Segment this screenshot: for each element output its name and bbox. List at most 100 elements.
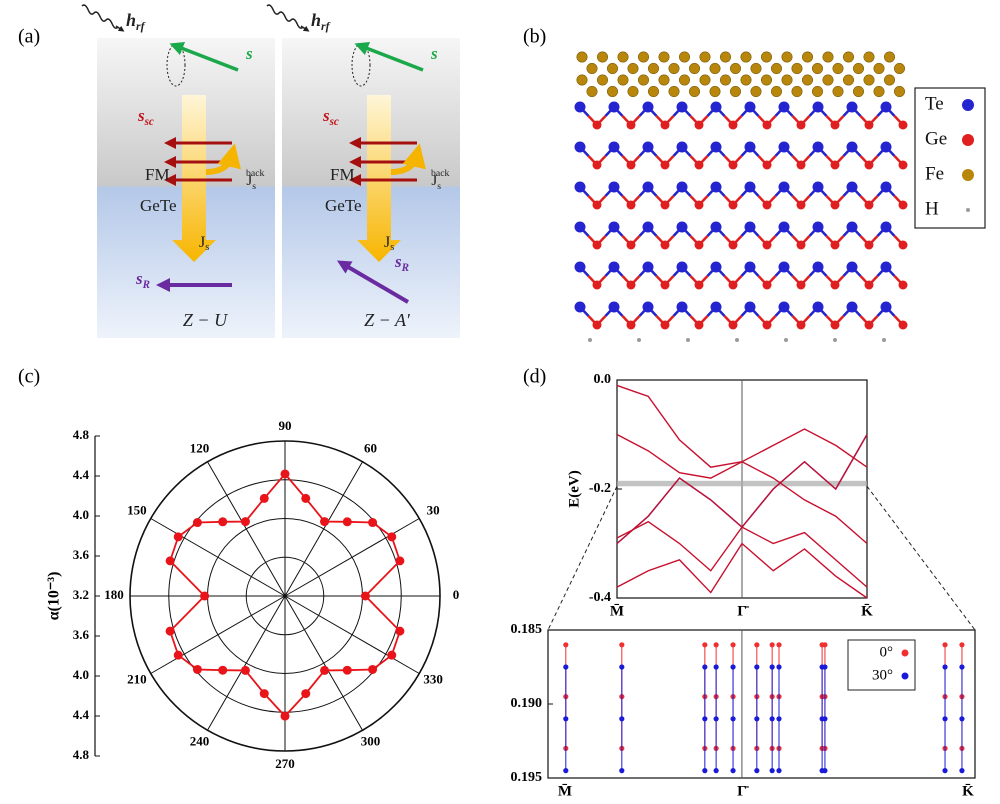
fe-atom	[709, 62, 721, 74]
polar-point	[218, 665, 228, 675]
ge-atom	[898, 320, 908, 330]
band-point	[769, 768, 775, 774]
te-atom	[812, 221, 824, 233]
fe-atom	[627, 86, 639, 98]
te-atom	[608, 101, 620, 113]
te-atom	[710, 261, 722, 273]
te-atom	[608, 221, 620, 233]
angle-grid	[284, 595, 420, 674]
h-atom	[588, 338, 592, 342]
fe-atom	[699, 51, 711, 63]
band-point	[563, 768, 569, 774]
h-atom	[637, 338, 641, 342]
legend-swatch	[966, 208, 970, 212]
spin-arrow	[354, 41, 424, 72]
ge-atom	[728, 200, 738, 210]
j-back-label: Js back	[431, 168, 450, 192]
fe-atom	[709, 86, 721, 98]
legend-label: Ge	[925, 128, 947, 149]
fe-atom	[791, 62, 803, 74]
band-point	[619, 716, 625, 722]
band-point	[713, 642, 719, 648]
polar-point	[192, 664, 202, 674]
fe-atom	[863, 51, 875, 63]
ge-atom	[830, 160, 840, 170]
band-point	[619, 642, 625, 648]
ge-atom	[864, 240, 874, 250]
s-r-label-main: s	[394, 252, 402, 271]
te-atom	[778, 181, 790, 193]
fe-atom	[617, 51, 629, 63]
polar-point	[192, 518, 202, 528]
fe-atom	[873, 62, 885, 74]
band-point	[822, 716, 828, 722]
fe-atom	[699, 74, 711, 86]
ge-atom	[694, 200, 704, 210]
te-atom	[880, 141, 892, 153]
polar-point	[165, 556, 175, 566]
band-point	[754, 642, 760, 648]
j-back-label-sub: s	[437, 181, 441, 192]
te-atom	[778, 261, 790, 273]
band-point	[563, 664, 569, 670]
polar-point	[240, 665, 250, 675]
x-tick-label: M̄	[610, 603, 624, 619]
te-atom	[710, 141, 722, 153]
legend-swatch	[901, 672, 909, 680]
fe-atom	[586, 86, 598, 98]
band	[616, 433, 868, 545]
ge-atom	[898, 120, 908, 130]
fe-atom	[729, 62, 741, 74]
legend-label: 0°	[880, 644, 894, 660]
s-r-label-sub: R	[401, 262, 409, 274]
j-s-label: Js	[199, 234, 209, 254]
angle-label: 0	[453, 587, 460, 602]
ge-atom	[592, 280, 602, 290]
band-point	[776, 642, 782, 648]
h-atom	[686, 338, 690, 342]
fe-atom	[647, 62, 659, 74]
te-atom	[846, 221, 858, 233]
te-atom	[812, 141, 824, 153]
j-s-label-main: J	[199, 234, 205, 251]
j-back-label-sup: back	[431, 168, 450, 179]
band-point	[769, 642, 775, 648]
fe-atom	[801, 74, 813, 86]
ge-atom	[728, 320, 738, 330]
fe-atom	[576, 51, 588, 63]
band-point	[702, 664, 708, 670]
fe-atom	[781, 51, 793, 63]
gete-label: GeTe	[140, 196, 177, 215]
h-atom	[833, 338, 837, 342]
ge-atom	[626, 240, 636, 250]
band-point	[769, 716, 775, 722]
te-atom	[710, 181, 722, 193]
r-tick-label: 3.6	[73, 547, 90, 562]
y-tick-label: 0.185	[511, 622, 543, 637]
band-point	[702, 768, 708, 774]
ge-atom	[830, 320, 840, 330]
polar-point	[368, 664, 378, 674]
angle-label: 120	[190, 441, 210, 456]
ge-atom	[694, 120, 704, 130]
te-atom	[574, 181, 586, 193]
rf-wave	[266, 4, 304, 29]
ge-atom	[898, 200, 908, 210]
fe-atom	[873, 86, 885, 98]
band-point	[959, 642, 965, 648]
fe-atom	[719, 74, 731, 86]
band-point	[754, 768, 760, 774]
panel-label: (a)	[18, 26, 40, 48]
ge-atom	[864, 160, 874, 170]
fe-atom	[688, 62, 700, 74]
ge-atom	[898, 240, 908, 250]
highlight-band	[617, 480, 867, 487]
ge-atom	[660, 160, 670, 170]
te-atom	[846, 261, 858, 273]
s-sc-label: ssc	[137, 106, 154, 128]
te-atom	[744, 301, 756, 313]
polar-point	[387, 650, 397, 660]
j-back-label: Js back	[246, 168, 265, 192]
legend-label: Te	[925, 93, 944, 114]
te-atom	[676, 261, 688, 273]
